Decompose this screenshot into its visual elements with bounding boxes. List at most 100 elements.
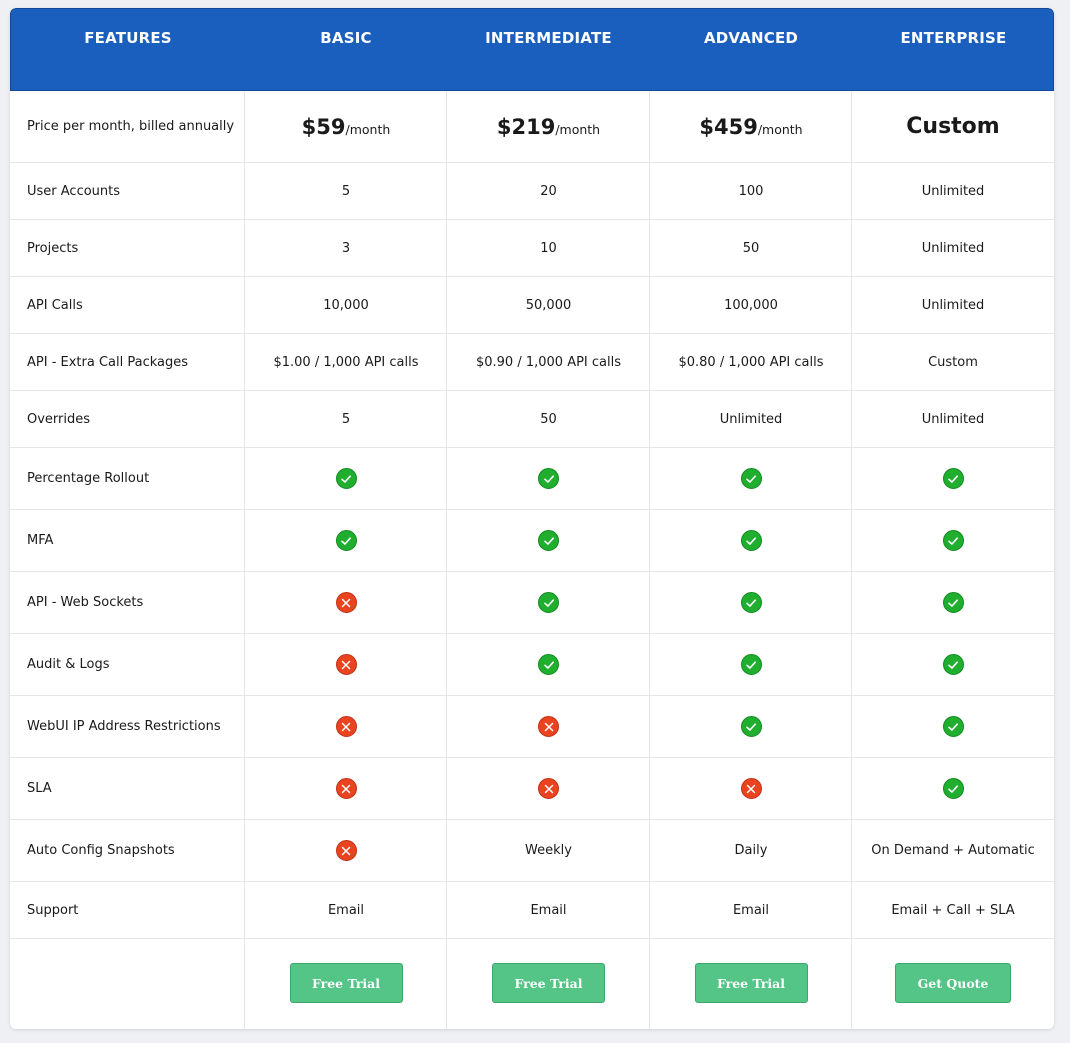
feature-label: Price per month, billed annually bbox=[27, 119, 235, 134]
table-row: Auto Config Snapshots Weekly Daily On Deman… bbox=[10, 820, 1054, 882]
price-amount: $219 bbox=[496, 114, 556, 139]
price-unit: /month bbox=[555, 122, 601, 137]
check-circle-icon bbox=[942, 716, 964, 737]
table-row: Percentage Rollout bbox=[10, 448, 1054, 510]
table-row: Support Email Email Email Email + Call + SLA bbox=[10, 882, 1054, 939]
table-header: FEATURES BASIC INTERMEDIATE ADVANCED ENT… bbox=[10, 8, 1054, 91]
feature-value-icon-cell bbox=[447, 572, 650, 633]
check-circle-icon bbox=[538, 654, 559, 675]
action-cell: Free Trial bbox=[447, 937, 650, 1029]
feature-value: Unlimited bbox=[921, 240, 985, 256]
x-circle-icon bbox=[335, 716, 357, 737]
price-basic: $59/month bbox=[245, 91, 447, 162]
feature-value-icon-cell bbox=[650, 510, 852, 571]
x-circle-icon bbox=[740, 778, 762, 799]
table-row: API - Web Sockets bbox=[10, 572, 1054, 634]
free-trial-button-basic[interactable]: Free Trial bbox=[289, 963, 403, 1003]
feature-label: Projects bbox=[27, 240, 79, 256]
feature-label: User Accounts bbox=[27, 183, 121, 199]
feature-value: 50,000 bbox=[525, 297, 572, 313]
feature-value: Email bbox=[530, 902, 567, 918]
feature-value-icon-cell bbox=[245, 448, 447, 509]
header-features: FEATURES bbox=[84, 29, 172, 47]
feature-value-icon-cell bbox=[852, 510, 1054, 571]
check-circle-icon bbox=[740, 530, 762, 551]
feature-value: 10 bbox=[540, 240, 557, 256]
feature-value-icon-cell bbox=[650, 696, 852, 757]
column-divider bbox=[851, 91, 852, 1029]
action-cell: Get Quote bbox=[852, 937, 1054, 1029]
feature-value: $1.00 / 1,000 API calls bbox=[273, 354, 419, 370]
feature-label: MFA bbox=[27, 533, 54, 548]
feature-label: API - Web Sockets bbox=[27, 595, 144, 610]
feature-value-icon-cell bbox=[852, 696, 1054, 757]
feature-value-icon-cell bbox=[650, 758, 852, 819]
header-advanced: ADVANCED bbox=[703, 29, 799, 47]
feature-label: SLA bbox=[27, 781, 52, 796]
feature-value-icon-cell bbox=[245, 820, 447, 881]
get-quote-button[interactable]: Get Quote bbox=[895, 963, 1011, 1003]
feature-label: Overrides bbox=[27, 411, 91, 427]
feature-value-icon-cell bbox=[245, 572, 447, 633]
check-circle-icon bbox=[538, 468, 559, 489]
check-circle-icon bbox=[538, 530, 559, 551]
feature-value-icon-cell bbox=[852, 634, 1054, 695]
price-enterprise: Custom bbox=[852, 91, 1054, 162]
feature-value: 10,000 bbox=[323, 297, 369, 313]
feature-value-icon-cell bbox=[447, 634, 650, 695]
price-custom: Custom bbox=[906, 114, 1000, 139]
feature-value: Email + Call + SLA bbox=[891, 902, 1015, 918]
feature-value-icon-cell bbox=[447, 696, 650, 757]
feature-value-icon-cell bbox=[852, 448, 1054, 509]
check-circle-icon bbox=[942, 530, 964, 551]
feature-value-icon-cell bbox=[245, 758, 447, 819]
feature-value: 50 bbox=[540, 411, 557, 427]
table-row: WebUI IP Address Restrictions bbox=[10, 696, 1054, 758]
feature-value: Email bbox=[732, 902, 770, 918]
check-circle-icon bbox=[538, 592, 559, 613]
table-row: MFA bbox=[10, 510, 1054, 572]
feature-value: On Demand + Automatic bbox=[871, 843, 1035, 858]
x-circle-icon bbox=[538, 716, 559, 737]
check-circle-icon bbox=[335, 530, 357, 551]
x-circle-icon bbox=[335, 592, 357, 613]
x-circle-icon bbox=[335, 840, 357, 861]
feature-label: Auto Config Snapshots bbox=[27, 843, 175, 858]
feature-value-icon-cell bbox=[245, 510, 447, 571]
check-circle-icon bbox=[942, 592, 964, 613]
check-circle-icon bbox=[740, 468, 762, 489]
check-circle-icon bbox=[740, 592, 762, 613]
price-unit: /month bbox=[345, 122, 391, 137]
feature-value-icon-cell bbox=[447, 758, 650, 819]
feature-value-icon-cell bbox=[447, 448, 650, 509]
table-row: API Calls 10,000 50,000 100,000 Unlimited bbox=[10, 277, 1054, 334]
feature-label: Audit & Logs bbox=[27, 657, 110, 672]
header-basic: BASIC bbox=[320, 29, 372, 47]
price-amount: $459 bbox=[699, 114, 758, 139]
table-row: Projects 3 10 50 Unlimited bbox=[10, 220, 1054, 277]
column-divider bbox=[649, 91, 650, 1029]
feature-label: WebUI IP Address Restrictions bbox=[27, 719, 221, 734]
free-trial-button-intermediate[interactable]: Free Trial bbox=[492, 963, 605, 1003]
feature-value-icon-cell bbox=[245, 634, 447, 695]
feature-value: $0.80 / 1,000 API calls bbox=[678, 354, 824, 370]
table-row: User Accounts 5 20 100 Unlimited bbox=[10, 163, 1054, 220]
feature-label: Support bbox=[27, 902, 79, 918]
table-row: Overrides 5 50 Unlimited Unlimited bbox=[10, 391, 1054, 448]
check-circle-icon bbox=[942, 778, 964, 799]
x-circle-icon bbox=[335, 654, 357, 675]
feature-value: $0.90 / 1,000 API calls bbox=[475, 354, 622, 370]
header-intermediate: INTERMEDIATE bbox=[485, 29, 612, 47]
feature-value: Unlimited bbox=[719, 411, 783, 427]
free-trial-button-advanced[interactable]: Free Trial bbox=[694, 963, 808, 1003]
feature-value: 50 bbox=[742, 240, 760, 256]
feature-value: 20 bbox=[540, 183, 557, 199]
action-cell: Free Trial bbox=[650, 937, 852, 1029]
price-unit: /month bbox=[757, 122, 803, 137]
column-divider bbox=[446, 91, 447, 1029]
column-divider bbox=[244, 91, 245, 1029]
feature-label: Percentage Rollout bbox=[27, 471, 150, 486]
feature-value: Daily bbox=[734, 843, 768, 858]
feature-value: Unlimited bbox=[921, 183, 985, 199]
action-cell: Free Trial bbox=[245, 937, 447, 1029]
